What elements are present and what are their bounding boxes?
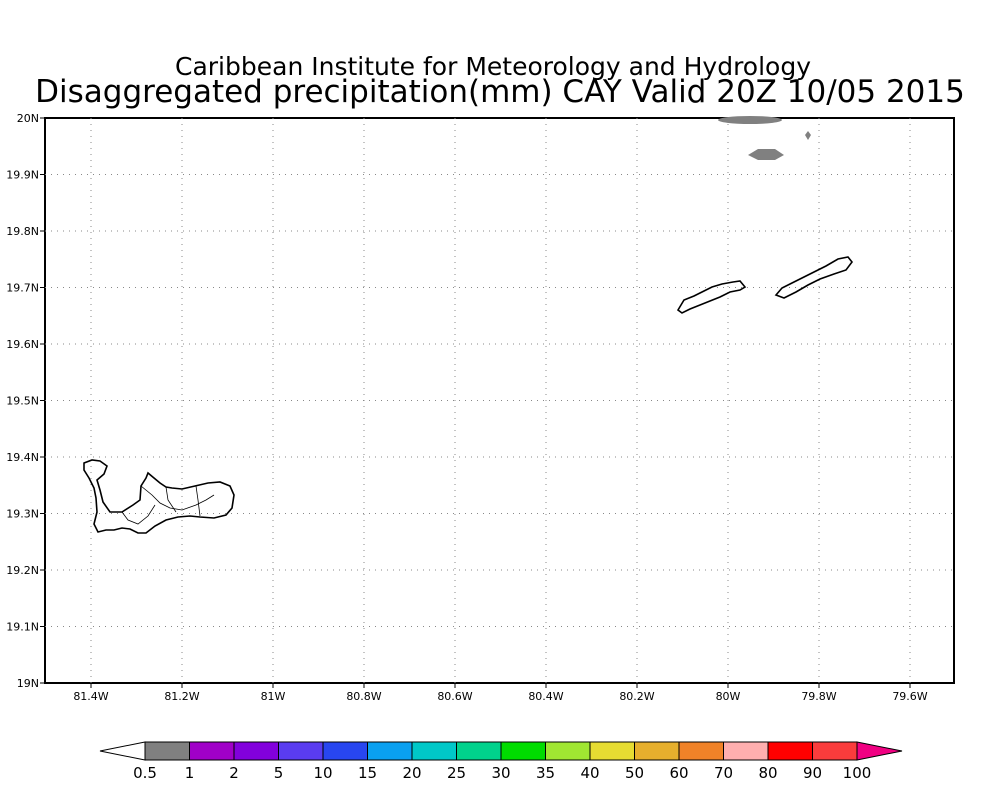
- colorbar-label: 50: [625, 764, 644, 782]
- lon-tick-label: 80.6W: [437, 690, 472, 703]
- colorbar-box: [233, 741, 279, 761]
- coastlines: [83, 256, 854, 534]
- colorbar-label: 25: [447, 764, 466, 782]
- colorbar-box: [767, 741, 813, 761]
- precip-area-middle: [748, 149, 784, 160]
- lat-tick-label: 19.2N: [6, 564, 39, 577]
- colorbar-box: [634, 741, 680, 761]
- colorbar-label: 2: [229, 764, 239, 782]
- colorbar-label: 20: [402, 764, 421, 782]
- colorbar-label: 10: [313, 764, 332, 782]
- lon-tick-label: 80.8W: [346, 690, 381, 703]
- colorbar-label: 0.5: [133, 764, 157, 782]
- colorbar-label: 15: [358, 764, 377, 782]
- figure-title-line1: Caribbean Institute for Meteorology and …: [175, 52, 811, 81]
- lon-tick-label: 81W: [261, 690, 286, 703]
- lat-tick-label: 19.1N: [6, 621, 39, 634]
- colorbar-label: 35: [536, 764, 555, 782]
- colorbar-box: [278, 741, 324, 761]
- lat-tick-label: 19.5N: [6, 395, 39, 408]
- district-boundary: [165, 486, 177, 513]
- lon-tick-label: 80.2W: [619, 690, 654, 703]
- precip-area-small: [805, 131, 811, 140]
- district-boundary: [195, 485, 201, 517]
- colorbar-arrow-high: [856, 741, 903, 761]
- colorbar-label: 30: [491, 764, 510, 782]
- colorbar-box: [367, 741, 413, 761]
- colorbar-box: [189, 741, 235, 761]
- colorbar-box: [456, 741, 502, 761]
- colorbar-box: [500, 741, 546, 761]
- colorbar-label: 5: [274, 764, 284, 782]
- colorbar-box: [589, 741, 635, 761]
- colorbar-arrow-low: [99, 741, 146, 761]
- lon-tick-label: 80W: [716, 690, 741, 703]
- district-boundary: [140, 485, 215, 511]
- colorbar-label: 1: [185, 764, 195, 782]
- colorbar-box: [723, 741, 769, 761]
- lat-tick-label: 19.3N: [6, 508, 39, 521]
- colorbar-label: 80: [758, 764, 777, 782]
- lat-tick-label: 19N: [17, 677, 39, 690]
- colorbar: 0.5 1 2 5 10 15 20 25 30 35 40 50 60 70 80 90 100: [99, 741, 903, 782]
- lat-tick-label: 19.6N: [6, 338, 39, 351]
- latitude-labels: 20N 19.9N 19.8N 19.7N 19.6N 19.5N 19.4N 19.3N 19…: [6, 112, 39, 690]
- colorbar-label: 60: [669, 764, 688, 782]
- lon-tick-label: 81.4W: [73, 690, 108, 703]
- graticule: [40, 117, 954, 688]
- figure-title-line2: Disaggregated precipitation(mm) CAY Vali…: [35, 74, 965, 110]
- precip-area-north: [718, 116, 782, 124]
- colorbar-label: 100: [843, 764, 872, 782]
- longitude-labels: 81.4W 81.2W 81W 80.8W 80.6W 80.4W 80.2W 80W 79.8…: [73, 690, 927, 703]
- precipitation-areas: [718, 116, 811, 160]
- lon-tick-label: 81.2W: [164, 690, 199, 703]
- colorbar-box: [144, 741, 190, 761]
- colorbar-box: [322, 741, 368, 761]
- lon-tick-label: 80.4W: [528, 690, 563, 703]
- district-boundary: [121, 504, 156, 525]
- colorbar-label: 90: [803, 764, 822, 782]
- map-frame: [44, 117, 955, 684]
- colorbar-label: 40: [580, 764, 599, 782]
- colorbar-box: [678, 741, 724, 761]
- colorbar-box: [812, 741, 858, 761]
- lat-tick-label: 19.7N: [6, 282, 39, 295]
- lat-tick-label: 19.8N: [6, 225, 39, 238]
- colorbar-box: [545, 741, 591, 761]
- lon-tick-label: 79.8W: [801, 690, 836, 703]
- colorbar-label: 70: [714, 764, 733, 782]
- lat-tick-label: 19.4N: [6, 451, 39, 464]
- lat-tick-label: 20N: [17, 112, 39, 125]
- island-grand-cayman: [83, 459, 235, 534]
- island-little-cayman: [676, 280, 747, 314]
- lat-tick-label: 19.9N: [6, 169, 39, 182]
- lon-tick-label: 79.6W: [892, 690, 927, 703]
- colorbar-box: [411, 741, 457, 761]
- island-cayman-brac: [774, 256, 854, 299]
